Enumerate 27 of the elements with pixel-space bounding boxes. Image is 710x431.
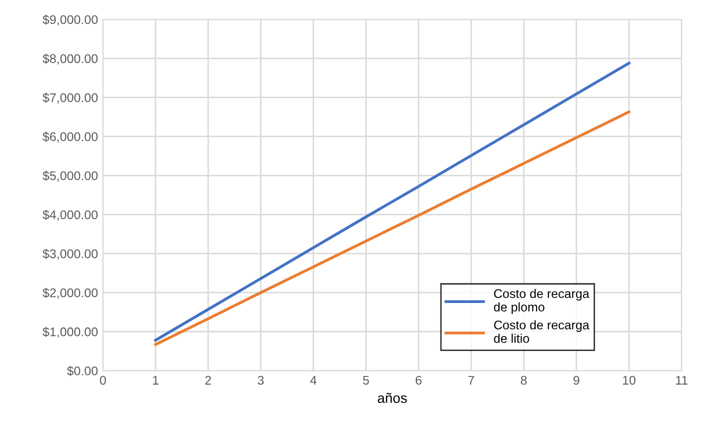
- x-tick-label: 9: [574, 376, 580, 385]
- y-tick-label: $1,000.00: [42, 326, 98, 338]
- y-tick-label: $4,000.00: [42, 210, 98, 221]
- y-tick-label: $0.00: [66, 366, 98, 376]
- x-tick-label: 1: [153, 376, 158, 385]
- legend-label: Costo de recarga de plomo: [494, 288, 590, 314]
- x-tick-label: 7: [468, 376, 474, 385]
- x-tick-label: 11: [676, 376, 688, 385]
- x-tick-label: 10: [622, 376, 636, 385]
- y-tick-label: $2,000.00: [42, 288, 98, 299]
- x-tick-label: 8: [520, 376, 527, 385]
- y-tick-label: $5,000.00: [42, 170, 98, 182]
- x-tick-label: 3: [258, 376, 264, 385]
- y-tick-label: $3,000.00: [42, 248, 98, 260]
- legend-label: Costo de recarga de litio: [494, 320, 590, 343]
- x-tick-label: 4: [310, 376, 316, 385]
- line-series: [154, 110, 630, 346]
- x-tick-label: 6: [416, 376, 422, 385]
- x-tick-label: 0: [100, 376, 106, 385]
- y-tick-label: $7,000.00: [42, 92, 98, 104]
- x-tick-label: 5: [362, 376, 369, 385]
- line-series: [154, 62, 630, 342]
- x-tick-label: 2: [205, 376, 212, 385]
- y-tick-label: $9,000.00: [42, 14, 98, 26]
- y-tick-label: $8,000.00: [42, 54, 98, 65]
- x-axis-title: años: [378, 392, 407, 403]
- y-tick-label: $6,000.00: [42, 132, 98, 143]
